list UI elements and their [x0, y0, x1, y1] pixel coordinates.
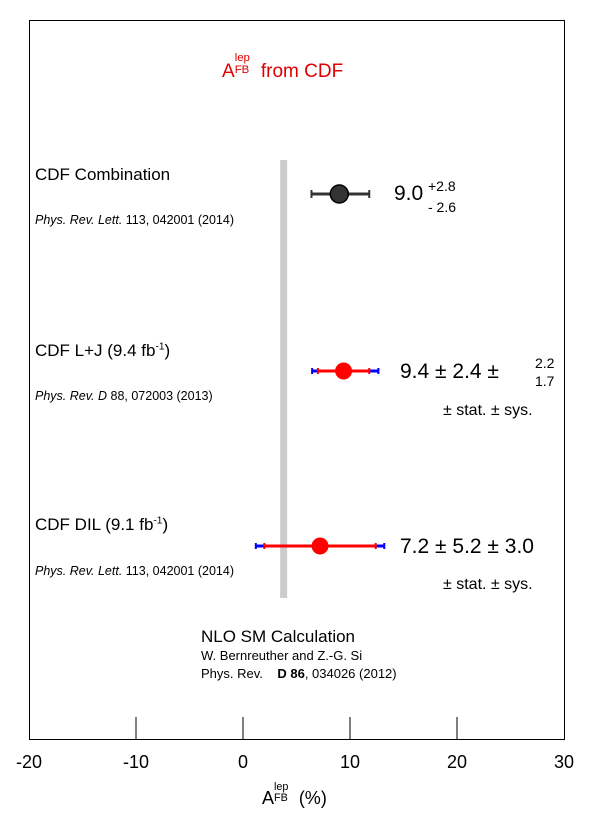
data-point — [335, 362, 353, 380]
row-tag-dil: ± stat. ± sys. — [443, 576, 533, 593]
row-value-dil: 7.2 ± 5.2 ± 3.0 — [400, 535, 534, 558]
row-value-lj: 9.4 ± 2.4 ± — [400, 360, 499, 383]
x-tick-label: -20 — [15, 752, 43, 772]
row-err-high-combination: +2.8 — [428, 178, 456, 194]
row-ref-combination: Phys. Rev. Lett. 113, 042001 (2014) — [35, 213, 234, 227]
row-tag-lj: ± stat. ± sys. — [443, 402, 533, 419]
annotation-title: NLO SM Calculation — [201, 627, 356, 646]
row-name-lj: CDF L+J (9.4 fb-1) — [35, 341, 171, 360]
x-tick-label: 0 — [237, 752, 249, 772]
annotation-authors: W. Bernreuther and Z.-G. Si — [201, 648, 363, 663]
data-point — [311, 537, 329, 555]
row-name-dil: CDF DIL (9.1 fb-1) — [35, 515, 169, 534]
row-ref-dil: Phys. Rev. Lett. 113, 042001 (2014) — [35, 564, 234, 578]
row-value-combination: 9.0 — [394, 182, 424, 205]
x-tick-label: 30 — [553, 752, 575, 772]
sm-prediction-band — [280, 160, 288, 598]
row-ref-lj: Phys. Rev. D 88, 072003 (2013) — [35, 389, 213, 403]
x-tick-label: 10 — [339, 752, 361, 772]
row-name-combination: CDF Combination — [35, 165, 171, 184]
row-err-low-combination: - 2.6 — [428, 199, 457, 215]
x-tick-label: 20 — [446, 752, 468, 772]
row-sys-high-lj: 2.2 — [535, 355, 555, 371]
x-tick-label: -10 — [122, 752, 150, 772]
data-point — [329, 184, 350, 204]
row-sys-low-lj: 1.7 — [535, 373, 555, 389]
annotation-reference: Phys. Rev. D 86, 034026 (2012) — [201, 666, 397, 681]
plot-frame — [29, 20, 565, 740]
